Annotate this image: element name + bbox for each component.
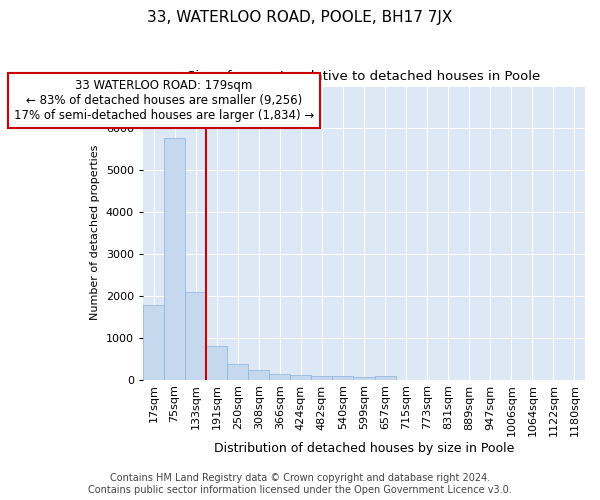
Bar — [206, 346, 227, 380]
Text: Contains HM Land Registry data © Crown copyright and database right 2024.
Contai: Contains HM Land Registry data © Crown c… — [88, 474, 512, 495]
Bar — [185, 292, 206, 380]
X-axis label: Distribution of detached houses by size in Poole: Distribution of detached houses by size … — [214, 442, 514, 455]
Bar — [248, 370, 269, 380]
Text: 33 WATERLOO ROAD: 179sqm
← 83% of detached houses are smaller (9,256)
17% of sem: 33 WATERLOO ROAD: 179sqm ← 83% of detach… — [14, 79, 314, 122]
Y-axis label: Number of detached properties: Number of detached properties — [90, 145, 100, 320]
Bar — [353, 376, 374, 380]
Text: 33, WATERLOO ROAD, POOLE, BH17 7JX: 33, WATERLOO ROAD, POOLE, BH17 7JX — [148, 10, 452, 25]
Bar — [311, 376, 332, 380]
Bar — [374, 376, 395, 380]
Bar — [269, 374, 290, 380]
Title: Size of property relative to detached houses in Poole: Size of property relative to detached ho… — [187, 70, 541, 83]
Bar — [227, 364, 248, 380]
Bar — [164, 138, 185, 380]
Bar — [143, 305, 164, 380]
Bar — [290, 374, 311, 380]
Bar — [332, 376, 353, 380]
